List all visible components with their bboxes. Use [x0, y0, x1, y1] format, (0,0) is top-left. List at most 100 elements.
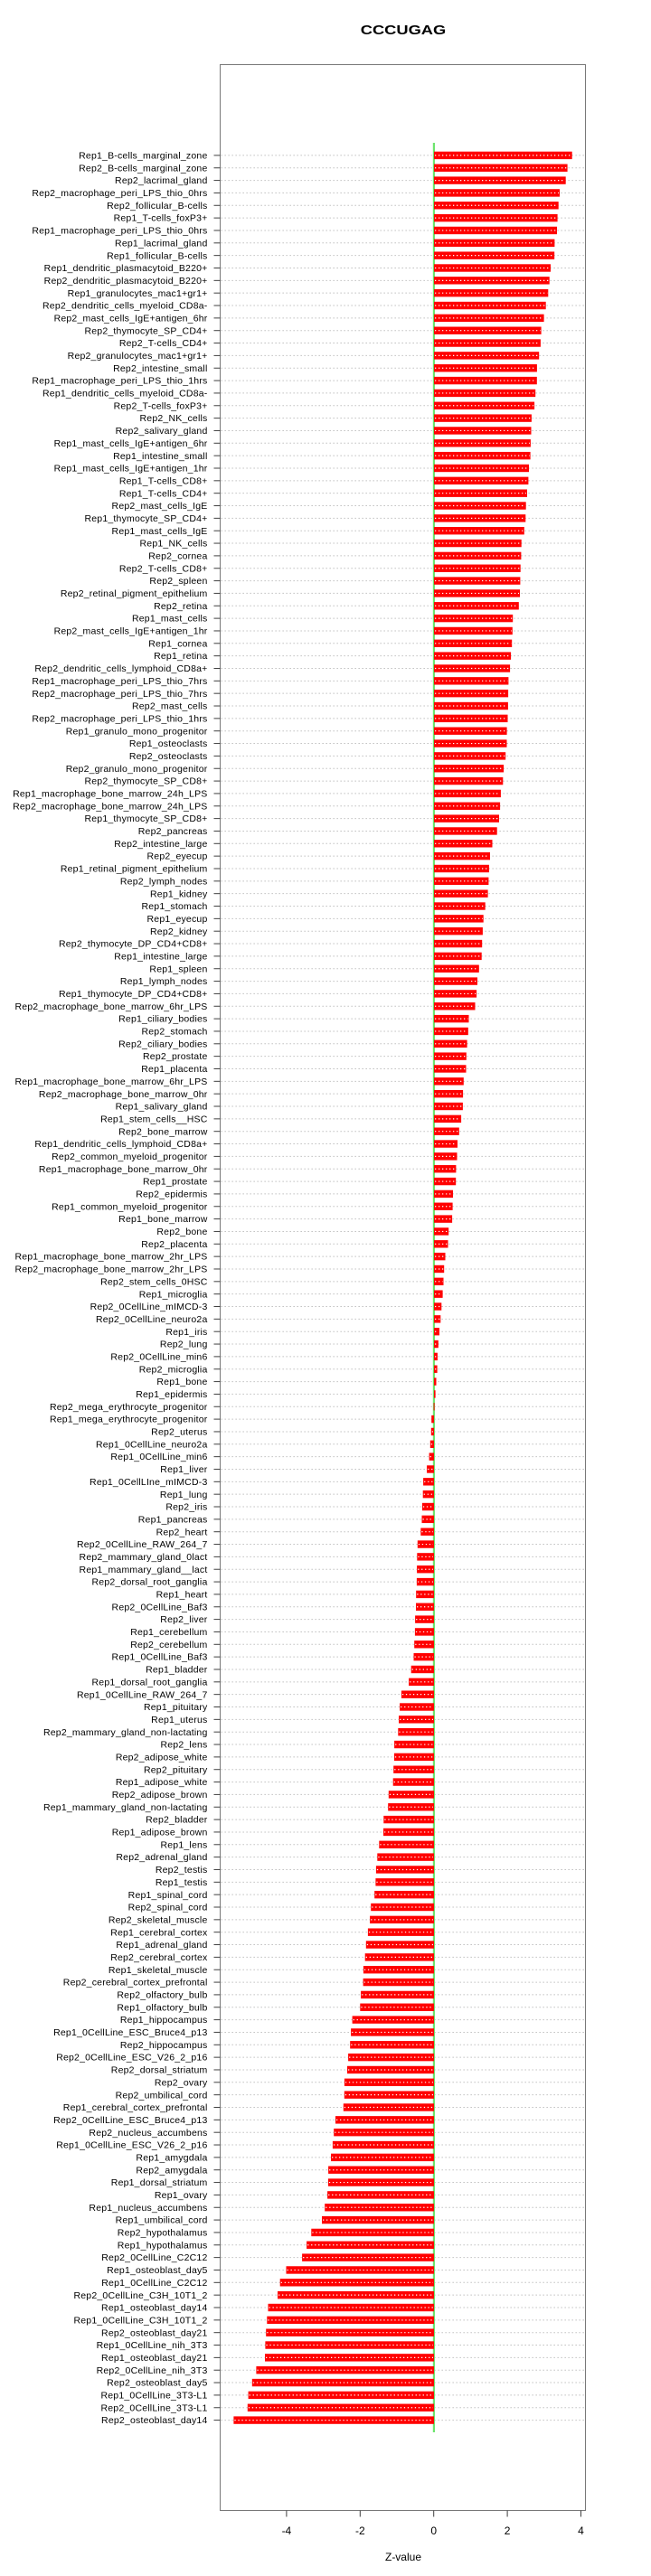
svg-text:-4: -4 — [282, 2524, 292, 2537]
svg-text:Rep2_mast_cells_IgE: Rep2_mast_cells_IgE — [112, 501, 208, 512]
svg-text:Rep2_hippocampus: Rep2_hippocampus — [120, 2040, 208, 2051]
svg-text:Rep1_heart: Rep1_heart — [156, 1590, 208, 1601]
svg-text:Rep2_uterus: Rep2_uterus — [151, 1427, 207, 1438]
svg-text:Rep2_osteoblast_day5: Rep2_osteoblast_day5 — [107, 2378, 207, 2389]
svg-text:Rep2_mega_erythrocyte_progenit: Rep2_mega_erythrocyte_progenitor — [50, 1402, 208, 1413]
svg-text:Rep2_NK_cells: Rep2_NK_cells — [140, 413, 208, 424]
svg-text:Rep1_macrophage_peri_LPS_thio_: Rep1_macrophage_peri_LPS_thio_1hrs — [32, 376, 207, 387]
svg-text:Rep2_0CellLine_RAW_264_7: Rep2_0CellLine_RAW_264_7 — [77, 1539, 208, 1550]
svg-text:Rep1_thymocyte_SP_CD8+: Rep1_thymocyte_SP_CD8+ — [84, 813, 207, 824]
svg-text:Rep1_mega_erythrocyte_progenit: Rep1_mega_erythrocyte_progenitor — [50, 1415, 208, 1425]
svg-text:Rep1_granulocytes_mac1+gr1+: Rep1_granulocytes_mac1+gr1+ — [68, 288, 208, 299]
svg-text:Rep2_0CellLine_mIMCD-3: Rep2_0CellLine_mIMCD-3 — [90, 1302, 208, 1312]
svg-text:Rep2_0CellLine_min6: Rep2_0CellLine_min6 — [110, 1351, 207, 1362]
svg-text:Rep2_T-cells_CD8+: Rep2_T-cells_CD8+ — [119, 563, 208, 574]
svg-text:Rep1_spleen: Rep1_spleen — [149, 964, 207, 974]
svg-text:Rep1_hippocampus: Rep1_hippocampus — [120, 2015, 208, 2026]
svg-text:Rep1_mast_cells_IgE+antigen_6h: Rep1_mast_cells_IgE+antigen_6hr — [54, 438, 208, 449]
svg-text:Rep2_pituitary: Rep2_pituitary — [144, 1764, 208, 1775]
svg-text:Rep1_mammary_gland_non-lactati: Rep1_mammary_gland_non-lactating — [43, 1802, 208, 1813]
svg-text:Rep1_dendritic_cells_myeloid_C: Rep1_dendritic_cells_myeloid_CD8a- — [42, 389, 208, 400]
svg-text:Rep1_olfactory_bulb: Rep1_olfactory_bulb — [117, 2002, 207, 2013]
svg-text:Rep2_microglia: Rep2_microglia — [139, 1364, 208, 1375]
svg-text:Rep2_stomach: Rep2_stomach — [141, 1027, 207, 1038]
svg-text:Rep2_nucleus_accumbens: Rep2_nucleus_accumbens — [89, 2128, 207, 2139]
svg-text:Rep1_lung: Rep1_lung — [160, 1490, 208, 1500]
svg-text:Rep1_0CellLine_C3H_10T1_2: Rep1_0CellLine_C3H_10T1_2 — [73, 2315, 207, 2326]
svg-text:Rep1_cerebral_cortex: Rep1_cerebral_cortex — [110, 1927, 208, 1938]
svg-text:Rep2_retinal_pigment_epitheliu: Rep2_retinal_pigment_epithelium — [61, 588, 208, 599]
svg-text:Rep2_macrophage_bone_marrow_24: Rep2_macrophage_bone_marrow_24h_LPS — [13, 801, 207, 812]
svg-text:Rep2_dorsal_root_ganglia: Rep2_dorsal_root_ganglia — [92, 1577, 208, 1588]
svg-text:Rep2_stem_cells_0HSC: Rep2_stem_cells_0HSC — [100, 1276, 208, 1287]
svg-text:Rep2_lacrimal_gland: Rep2_lacrimal_gland — [115, 175, 207, 186]
svg-text:Rep2_0CellLine_ESC_Bruce4_p13: Rep2_0CellLine_ESC_Bruce4_p13 — [53, 2115, 207, 2126]
svg-text:Rep1_hypothalamus: Rep1_hypothalamus — [118, 2240, 208, 2251]
svg-text:Rep2_common_myeloid_progenitor: Rep2_common_myeloid_progenitor — [52, 1152, 208, 1162]
svg-text:Rep1_B-cells_marginal_zone: Rep1_B-cells_marginal_zone — [79, 151, 207, 162]
svg-text:Rep2_amygdala: Rep2_amygdala — [136, 2165, 207, 2176]
svg-text:Rep2_granulocytes_mac1+gr1+: Rep2_granulocytes_mac1+gr1+ — [68, 351, 208, 362]
svg-text:Rep2_skeletal_muscle: Rep2_skeletal_muscle — [108, 1914, 208, 1925]
svg-text:Rep1_testis: Rep1_testis — [156, 1877, 208, 1888]
svg-text:Rep1_granulo_mono_progenitor: Rep1_granulo_mono_progenitor — [66, 726, 208, 737]
svg-text:Rep2_macrophage_bone_marrow_0h: Rep2_macrophage_bone_marrow_0hr — [39, 1089, 208, 1100]
svg-text:Rep1_osteoblast_day21: Rep1_osteoblast_day21 — [101, 2353, 207, 2364]
svg-text:Rep2_0CellLine_C2C12: Rep2_0CellLine_C2C12 — [101, 2252, 207, 2263]
svg-text:Rep2_osteoblast_day21: Rep2_osteoblast_day21 — [101, 2327, 207, 2338]
svg-text:Rep1_0CellLine_neuro2a: Rep1_0CellLine_neuro2a — [96, 1439, 208, 1450]
svg-text:Rep2_umbilical_cord: Rep2_umbilical_cord — [116, 2090, 208, 2101]
svg-text:Rep2_liver: Rep2_liver — [160, 1614, 207, 1625]
svg-text:Rep2_0CellLine_ESC_V26_2_p16: Rep2_0CellLine_ESC_V26_2_p16 — [56, 2053, 207, 2064]
svg-text:Rep1_mast_cells: Rep1_mast_cells — [132, 614, 208, 625]
svg-text:Rep2_cerebellum: Rep2_cerebellum — [130, 1640, 207, 1650]
svg-text:Rep2_0CellLine_neuro2a: Rep2_0CellLine_neuro2a — [96, 1314, 208, 1325]
svg-text:Rep2_placenta: Rep2_placenta — [141, 1239, 207, 1250]
svg-text:Rep2_adipose_brown: Rep2_adipose_brown — [112, 1790, 208, 1800]
svg-text:Rep2_dendritic_cells_myeloid_C: Rep2_dendritic_cells_myeloid_CD8a- — [42, 301, 208, 312]
svg-text:0: 0 — [430, 2524, 437, 2537]
svg-text:Rep2_mast_cells_IgE+antigen_6h: Rep2_mast_cells_IgE+antigen_6hr — [54, 313, 208, 324]
svg-text:Rep2_intestine_large: Rep2_intestine_large — [114, 839, 207, 850]
svg-text:Rep1_T-cells_foxP3+: Rep1_T-cells_foxP3+ — [114, 213, 208, 224]
svg-text:Rep1_uterus: Rep1_uterus — [151, 1715, 207, 1725]
svg-text:Rep1_microglia: Rep1_microglia — [139, 1289, 208, 1300]
svg-text:Rep1_NK_cells: Rep1_NK_cells — [140, 539, 208, 550]
svg-text:Rep2_T-cells_CD4+: Rep2_T-cells_CD4+ — [119, 338, 208, 349]
svg-text:Rep2_olfactory_bulb: Rep2_olfactory_bulb — [117, 1990, 207, 2001]
svg-text:Rep1_osteoblast_day14: Rep1_osteoblast_day14 — [101, 2303, 207, 2314]
svg-text:Rep2_cerebral_cortex: Rep2_cerebral_cortex — [110, 1952, 208, 1963]
svg-text:Z-value: Z-value — [385, 2551, 421, 2563]
svg-text:Rep1_umbilical_cord: Rep1_umbilical_cord — [116, 2215, 208, 2226]
svg-text:Rep2_T-cells_foxP3+: Rep2_T-cells_foxP3+ — [114, 400, 208, 411]
svg-text:Rep1_stomach: Rep1_stomach — [141, 901, 207, 912]
svg-text:Rep1_retina: Rep1_retina — [154, 651, 207, 662]
svg-text:Rep2_lung: Rep2_lung — [160, 1340, 208, 1350]
svg-text:Rep2_testis: Rep2_testis — [156, 1865, 208, 1876]
svg-text:Rep1_mammary_gland__lact: Rep1_mammary_gland__lact — [80, 1565, 208, 1575]
svg-text:4: 4 — [578, 2524, 584, 2537]
svg-text:Rep2_granulo_mono_progenitor: Rep2_granulo_mono_progenitor — [66, 764, 208, 775]
svg-text:Rep1_spinal_cord: Rep1_spinal_cord — [128, 1890, 208, 1901]
svg-text:Rep1_kidney: Rep1_kidney — [150, 888, 208, 899]
svg-text:Rep1_epidermis: Rep1_epidermis — [136, 1389, 207, 1400]
svg-text:Rep1_macrophage_peri_LPS_thio_: Rep1_macrophage_peri_LPS_thio_0hrs — [32, 226, 207, 237]
svg-text:Rep1_adipose_brown: Rep1_adipose_brown — [112, 1828, 208, 1838]
svg-text:Rep1_0CellLine_nih_3T3: Rep1_0CellLine_nih_3T3 — [97, 2340, 208, 2351]
svg-text:Rep1_intestine_small: Rep1_intestine_small — [113, 451, 207, 462]
svg-text:Rep2_macrophage_bone_marrow_2h: Rep2_macrophage_bone_marrow_2hr_LPS — [14, 1264, 207, 1275]
svg-text:Rep2_pancreas: Rep2_pancreas — [138, 826, 208, 837]
svg-text:Rep1_macrophage_bone_marrow_2h: Rep1_macrophage_bone_marrow_2hr_LPS — [14, 1252, 207, 1263]
svg-text:Rep1_adrenal_gland: Rep1_adrenal_gland — [116, 1940, 207, 1951]
svg-text:Rep2_adipose_white: Rep2_adipose_white — [116, 1752, 208, 1763]
svg-text:Rep2_salivary_gland: Rep2_salivary_gland — [116, 426, 208, 437]
svg-text:Rep1_nucleus_accumbens: Rep1_nucleus_accumbens — [89, 2203, 207, 2214]
svg-text:Rep1_mast_cells_IgE: Rep1_mast_cells_IgE — [112, 526, 208, 537]
svg-text:Rep2_0CellLine_3T3-L1: Rep2_0CellLine_3T3-L1 — [100, 2402, 207, 2413]
svg-text:Rep1_0CellLine_RAW_264_7: Rep1_0CellLine_RAW_264_7 — [77, 1689, 208, 1700]
svg-text:Rep1_mast_cells_IgE+antigen_1h: Rep1_mast_cells_IgE+antigen_1hr — [54, 464, 208, 475]
svg-text:Rep2_dendritic_plasmacytoid_B2: Rep2_dendritic_plasmacytoid_B220+ — [44, 276, 208, 287]
svg-text:Rep2_kidney: Rep2_kidney — [150, 926, 208, 937]
svg-text:Rep2_iris: Rep2_iris — [165, 1502, 207, 1513]
svg-text:Rep1_0CellLine_C2C12: Rep1_0CellLine_C2C12 — [101, 2278, 207, 2289]
